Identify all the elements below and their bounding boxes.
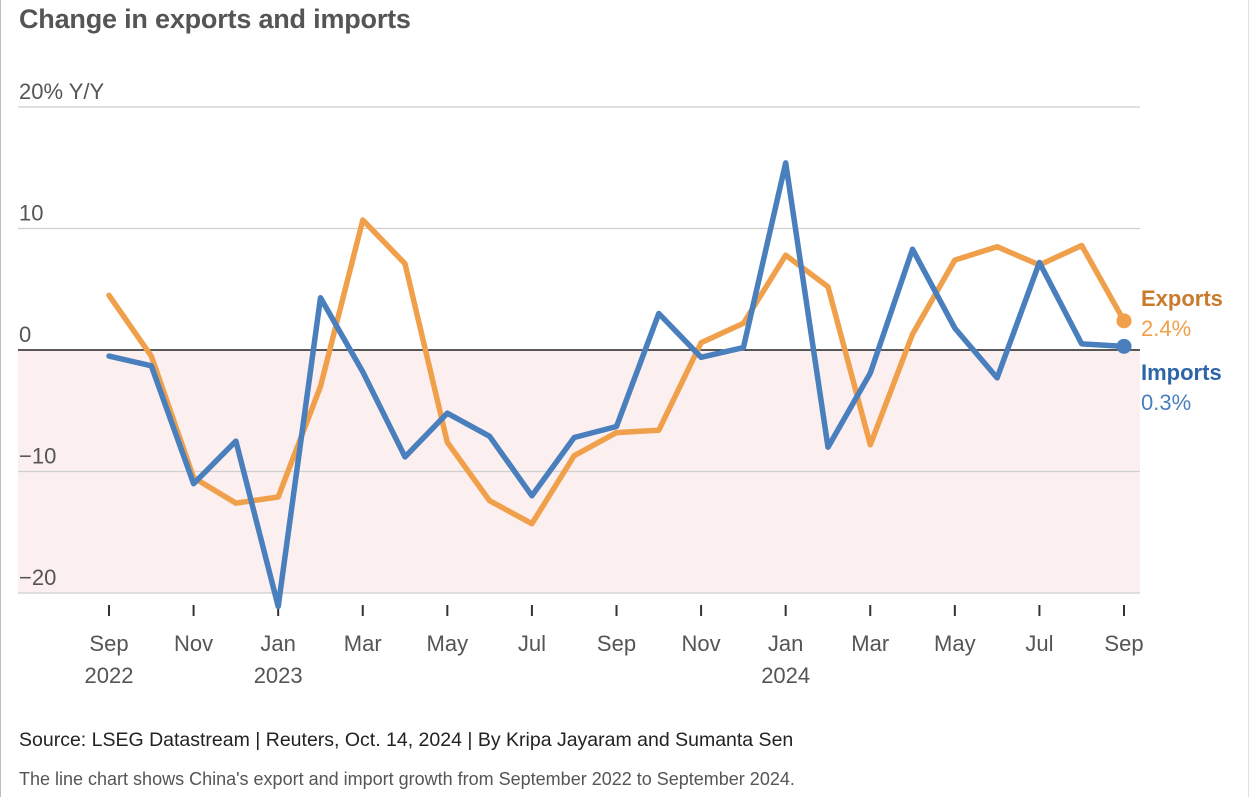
x-tick-label: Nov bbox=[682, 631, 721, 656]
chart-description: The line chart shows China's export and … bbox=[19, 769, 795, 789]
x-axis: Sep 2022 Nov Jan 2023 Mar May Jul Sep Nov Jan 2024 M… bbox=[85, 605, 1144, 688]
y-tick-label: 0 bbox=[19, 322, 31, 347]
series-line-exports bbox=[106, 217, 1127, 527]
series-end-point-imports bbox=[1116, 338, 1132, 354]
x-tick-label: Jul bbox=[518, 631, 546, 656]
y-tick-label: −20 bbox=[19, 565, 56, 590]
chart-title: Change in exports and imports bbox=[19, 4, 411, 34]
series-end-labels: Exports 2.4% Imports 0.3% bbox=[1141, 286, 1223, 415]
x-tick-year-label: 2023 bbox=[254, 663, 303, 688]
y-tick-label: −10 bbox=[19, 444, 56, 469]
y-axis-labels: 20% Y/Y 10 0 −10 −20 bbox=[19, 79, 105, 590]
series-lines bbox=[106, 160, 1132, 610]
series-label-imports: Imports bbox=[1141, 360, 1222, 385]
series-label-exports: Exports bbox=[1141, 286, 1223, 311]
series-value-imports: 0.3% bbox=[1141, 390, 1191, 415]
series-line-imports bbox=[106, 160, 1127, 610]
series-value-exports: 2.4% bbox=[1141, 316, 1191, 341]
x-tick-year-label: 2022 bbox=[85, 663, 134, 688]
y-tick-label: 10 bbox=[19, 201, 43, 226]
y-tick-label: 20% Y/Y bbox=[19, 79, 105, 104]
x-tick-label: Sep bbox=[597, 631, 636, 656]
x-tick-label: Sep bbox=[1104, 631, 1143, 656]
x-tick-label: Mar bbox=[344, 631, 382, 656]
x-tick-label: Sep bbox=[89, 631, 128, 656]
x-tick-label: Nov bbox=[174, 631, 213, 656]
x-tick-label: Jul bbox=[1025, 631, 1053, 656]
line-chart: 20% Y/Y 10 0 −10 −20 Sep 2022 Nov Jan 2023 Mar May… bbox=[18, 79, 1223, 688]
x-tick-label: Jan bbox=[260, 631, 295, 656]
x-tick-label: Mar bbox=[851, 631, 889, 656]
series-end-point-exports bbox=[1116, 313, 1132, 329]
source-note: Source: LSEG Datastream | Reuters, Oct. … bbox=[19, 729, 794, 751]
x-tick-label: May bbox=[427, 631, 469, 656]
x-tick-year-label: 2024 bbox=[761, 663, 810, 688]
x-tick-label: May bbox=[934, 631, 976, 656]
x-tick-label: Jan bbox=[768, 631, 803, 656]
